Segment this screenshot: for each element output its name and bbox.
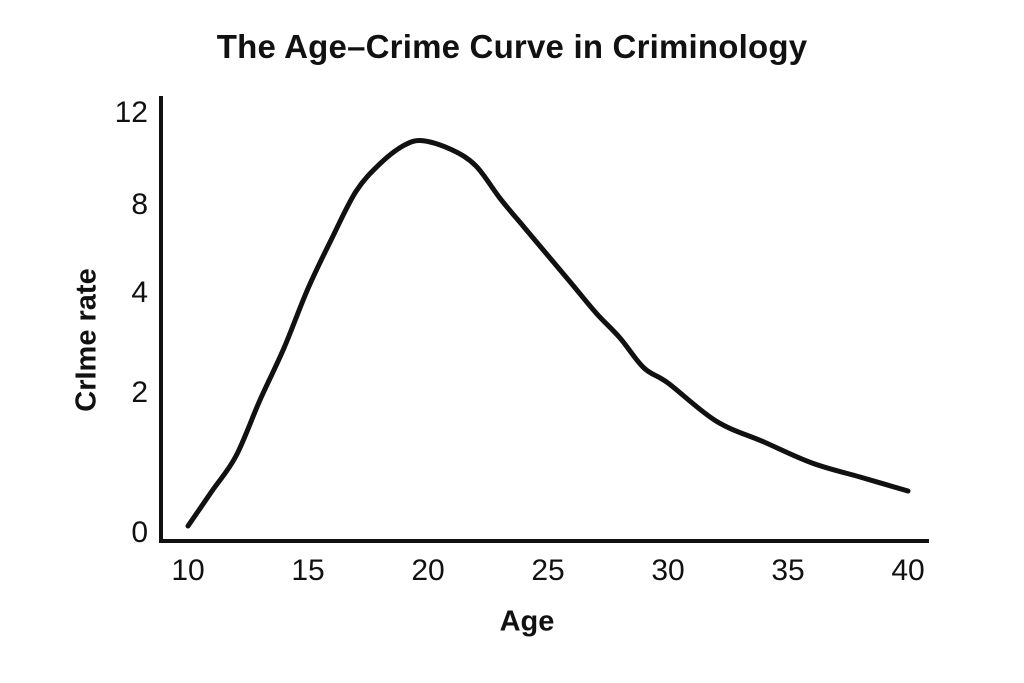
age-crime-curve bbox=[185, 138, 911, 529]
y-tick-label: 12 bbox=[114, 96, 148, 130]
x-tick-label: 30 bbox=[651, 554, 685, 587]
y-tick-label: 4 bbox=[131, 275, 148, 309]
axes-lines bbox=[159, 96, 929, 543]
x-tick-label: 40 bbox=[891, 554, 925, 587]
x-tick-label: 15 bbox=[291, 554, 325, 587]
x-tick-label: 25 bbox=[531, 554, 565, 587]
y-tick-label: 0 bbox=[131, 516, 148, 550]
y-tick-label: 8 bbox=[131, 188, 148, 222]
chart-title: The Age–Crime Curve in Criminology bbox=[216, 28, 808, 65]
x-tick-label: 10 bbox=[171, 554, 205, 587]
y-axis-title: CrIme rate bbox=[70, 268, 103, 412]
x-tick-label: 20 bbox=[411, 554, 445, 587]
x-tick-label: 35 bbox=[771, 554, 805, 587]
x-axis-title: Age bbox=[499, 605, 555, 638]
y-tick-label: 2 bbox=[131, 376, 148, 410]
